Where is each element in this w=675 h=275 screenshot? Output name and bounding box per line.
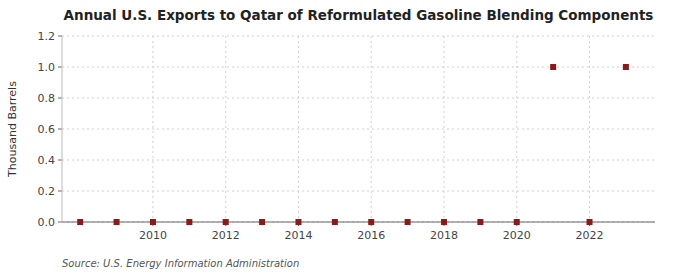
- grid-line: [443, 36, 444, 222]
- point: [514, 219, 520, 225]
- point: [623, 64, 629, 70]
- point: [150, 219, 156, 225]
- point: [477, 219, 483, 225]
- grid-line: [62, 160, 655, 161]
- tick-label: 2020: [503, 229, 531, 242]
- tick-label: 2010: [139, 229, 167, 242]
- grid-line: [62, 36, 655, 37]
- tick-label: 1.2: [38, 30, 56, 43]
- grid-line: [298, 36, 299, 222]
- grid-line: [152, 36, 153, 222]
- tick-label: 0.4: [38, 154, 56, 167]
- y-axis-label: Thousand Barrels: [6, 81, 19, 178]
- point: [405, 219, 411, 225]
- grid-line: [62, 191, 655, 192]
- grid-line: [62, 129, 655, 130]
- tick-label: 2014: [284, 229, 312, 242]
- tick-label: 2022: [576, 229, 604, 242]
- tick-label: 0.8: [38, 92, 56, 105]
- point: [186, 219, 192, 225]
- tick-mark: [58, 160, 62, 161]
- tick-label: 1.0: [38, 61, 56, 74]
- tick-mark: [58, 222, 62, 223]
- point: [295, 219, 301, 225]
- tick-mark: [58, 98, 62, 99]
- point: [587, 219, 593, 225]
- grid-line: [62, 98, 655, 99]
- source: Source: U.S. Energy Information Administ…: [62, 258, 299, 269]
- title: Annual U.S. Exports to Qatar of Reformul…: [64, 7, 654, 23]
- chart: Annual U.S. Exports to Qatar of Reformul…: [0, 0, 675, 275]
- tick-label: 2016: [357, 229, 385, 242]
- point: [223, 219, 229, 225]
- tick-mark: [58, 67, 62, 68]
- point: [259, 219, 265, 225]
- point: [114, 219, 120, 225]
- grid-line: [516, 36, 517, 222]
- point: [441, 219, 447, 225]
- tick-label: 0.0: [38, 216, 56, 229]
- grid-line: [589, 36, 590, 222]
- point: [368, 219, 374, 225]
- tick-label: 2012: [212, 229, 240, 242]
- y-axis-line: [62, 36, 63, 222]
- point: [332, 219, 338, 225]
- tick-label: 2018: [430, 229, 458, 242]
- point: [550, 64, 556, 70]
- grid-line: [225, 36, 226, 222]
- tick-mark: [58, 191, 62, 192]
- point: [77, 219, 83, 225]
- tick-label: 0.2: [38, 185, 56, 198]
- grid-line: [371, 36, 372, 222]
- tick-mark: [58, 36, 62, 37]
- marks: [77, 64, 629, 225]
- tick-mark: [58, 129, 62, 130]
- grid-line: [62, 67, 655, 68]
- tick-label: 0.6: [38, 123, 56, 136]
